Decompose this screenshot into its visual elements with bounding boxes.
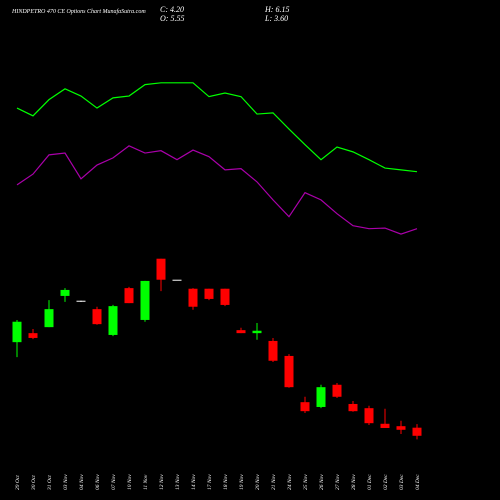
indicator-line bbox=[16, 145, 418, 235]
x-tick-label: 11 Nov bbox=[143, 474, 149, 490]
x-tick-label: 26 Nov bbox=[319, 474, 325, 490]
x-tick-label: 18 Nov bbox=[223, 474, 229, 490]
stat: O: 5.55 bbox=[160, 14, 184, 23]
candle-body bbox=[412, 427, 422, 436]
candle-body bbox=[172, 279, 182, 281]
x-tick-label: 04 Dec bbox=[414, 474, 421, 490]
candle-body bbox=[396, 426, 406, 430]
x-tick-label: 24 Nov bbox=[286, 474, 293, 490]
candle-body bbox=[380, 423, 390, 428]
candle-body bbox=[188, 288, 198, 307]
candle-body bbox=[284, 355, 294, 388]
chart-title: HINDPETRO 470 CE Options Chart MunafaSut… bbox=[11, 8, 146, 15]
x-tick-label: 03 Nov bbox=[63, 474, 69, 490]
x-tick-label: 14 Nov bbox=[190, 474, 197, 490]
candle-body bbox=[76, 300, 86, 302]
stat: L: 3.60 bbox=[264, 14, 288, 23]
candle-body bbox=[108, 306, 118, 335]
candle-body bbox=[124, 288, 134, 304]
x-tick-label: 03 Dec bbox=[399, 474, 405, 490]
candle-body bbox=[316, 387, 326, 407]
x-tick-label: 04 Nov bbox=[78, 474, 85, 490]
candle-body bbox=[348, 403, 358, 412]
x-tick-label: 29 Oct bbox=[15, 475, 21, 490]
candle-body bbox=[12, 321, 22, 343]
x-tick-label: 12 Nov bbox=[159, 474, 165, 490]
candle-body bbox=[204, 288, 214, 299]
candle-body bbox=[364, 408, 374, 424]
candle-body bbox=[268, 340, 278, 361]
x-tick-label: 25 Nov bbox=[303, 474, 309, 490]
candle-body bbox=[220, 288, 230, 305]
x-tick-label: 06 Nov bbox=[95, 474, 101, 490]
indicator-line bbox=[16, 82, 418, 173]
candle-body bbox=[60, 289, 70, 296]
candle-body bbox=[332, 384, 342, 397]
x-tick-label: 21 Nov bbox=[271, 474, 277, 490]
x-tick-label: 01 Dec bbox=[367, 474, 373, 490]
x-tick-label: 13 Nov bbox=[175, 474, 181, 490]
candle-body bbox=[300, 402, 310, 412]
candle-body bbox=[140, 280, 150, 320]
candle-body bbox=[156, 258, 166, 280]
candle-body bbox=[236, 330, 246, 334]
x-tick-label: 07 Nov bbox=[111, 474, 117, 490]
x-tick-label: 31 Oct bbox=[47, 475, 53, 491]
x-tick-label: 02 Dec bbox=[383, 474, 389, 490]
x-tick-label: 28 Nov bbox=[351, 474, 357, 490]
x-tick-label: 10 Nov bbox=[127, 474, 133, 490]
candle-body bbox=[92, 309, 102, 325]
x-tick-label: 30 Oct bbox=[31, 475, 37, 491]
x-tick-label: 17 Nov bbox=[207, 474, 213, 490]
x-tick-label: 27 Nov bbox=[335, 474, 341, 490]
stat: H: 6.15 bbox=[264, 5, 289, 14]
candle-body bbox=[28, 333, 38, 338]
stat: C: 4.20 bbox=[160, 5, 184, 14]
candle-body bbox=[252, 330, 262, 334]
candle-body bbox=[44, 309, 54, 328]
x-tick-label: 19 Nov bbox=[239, 474, 245, 490]
x-tick-label: 20 Nov bbox=[255, 474, 261, 490]
